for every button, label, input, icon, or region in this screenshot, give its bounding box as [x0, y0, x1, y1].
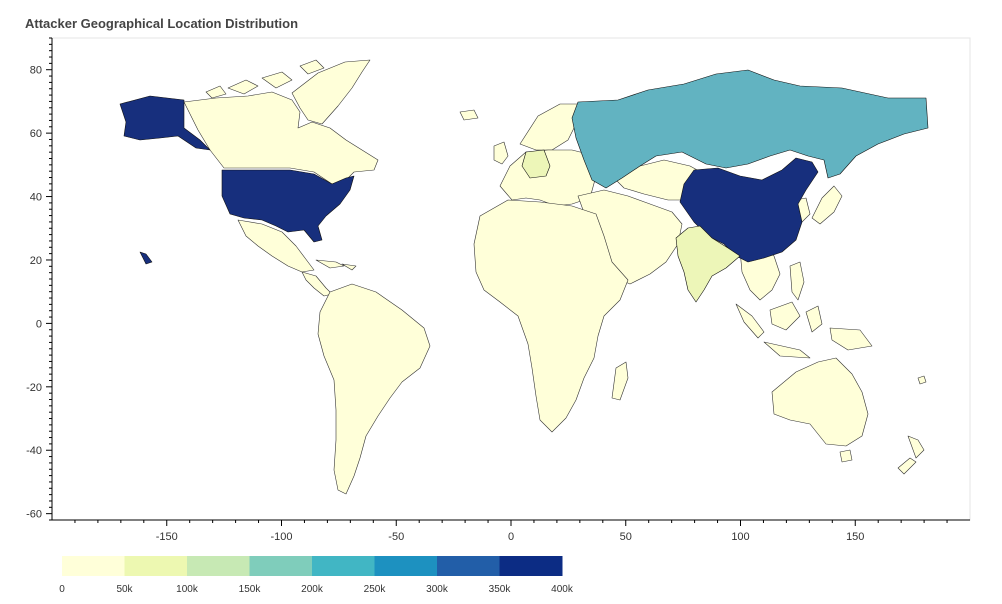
region-philippines — [789, 261, 805, 301]
color-bar-tick-label: 250k — [364, 584, 387, 595]
x-tick-label: 100 — [731, 531, 749, 543]
y-tick-label: 0 — [36, 318, 42, 330]
region-usa — [221, 169, 355, 243]
region-india — [675, 225, 741, 303]
region-tasmania — [839, 449, 853, 463]
y-tick-label: 20 — [30, 255, 42, 267]
color-bar-segment — [124, 556, 188, 576]
region-indonesia — [735, 301, 873, 359]
region-japan — [811, 185, 843, 225]
y-tick-label: 80 — [30, 65, 42, 77]
x-tick-label: -100 — [270, 531, 292, 543]
region-central-america — [301, 271, 333, 297]
chart-title: Attacker Geographical Location Distribut… — [25, 16, 299, 31]
region-new-zealand — [897, 435, 925, 475]
region-madagascar — [611, 361, 629, 401]
color-bar: 0 50k 100k 150k 200k 250k 300k 350k 400k — [59, 556, 574, 595]
region-africa — [473, 199, 629, 433]
y-tick-label: -60 — [26, 509, 42, 521]
x-tick-label: 150 — [846, 531, 864, 543]
color-bar-segment — [437, 556, 500, 576]
region-canada — [183, 91, 379, 185]
x-axis: -150 -100 -50 0 50 100 150 — [52, 519, 970, 543]
color-bar-tick-label: 150k — [239, 584, 262, 595]
y-tick-label: 60 — [30, 128, 42, 140]
region-mexico — [237, 219, 315, 273]
region-uk — [493, 141, 509, 165]
color-bar-tick-label: 300k — [426, 584, 449, 595]
y-tick-label: -40 — [26, 445, 42, 457]
region-south-america — [317, 283, 431, 495]
region-greenland — [291, 59, 371, 125]
region-russia — [571, 69, 929, 189]
x-tick-label: 50 — [620, 531, 632, 543]
color-bar-segment — [249, 556, 313, 576]
region-pacific-islands — [917, 375, 927, 385]
color-bar-segment — [62, 556, 125, 576]
y-tick-label: -20 — [26, 382, 42, 394]
region-alaska — [119, 95, 211, 151]
color-bar-tick-label: 50k — [116, 584, 133, 595]
color-bar-segment — [187, 556, 250, 576]
color-bar-tick-label: 100k — [176, 584, 199, 595]
region-caribbean — [315, 259, 357, 271]
x-tick-label: -50 — [388, 531, 404, 543]
region-iceland — [459, 109, 479, 121]
color-bar-segment — [374, 556, 438, 576]
y-axis: -60 -40 -20 0 20 40 60 80 — [26, 37, 53, 521]
map-layer — [119, 59, 929, 495]
x-tick-label: -150 — [156, 531, 178, 543]
color-bar-segment — [312, 556, 375, 576]
color-bar-tick-label: 0 — [59, 584, 65, 595]
region-germany — [521, 149, 551, 179]
x-tick-label: 0 — [508, 531, 514, 543]
color-bar-tick-label: 200k — [301, 584, 324, 595]
y-tick-label: 40 — [30, 192, 42, 204]
color-bar-tick-label: 400k — [551, 584, 574, 595]
region-australia — [771, 357, 869, 447]
region-hawaii — [139, 251, 153, 265]
region-arctic-islands — [205, 59, 325, 99]
color-bar-segment — [499, 556, 563, 576]
color-bar-tick-label: 350k — [489, 584, 512, 595]
